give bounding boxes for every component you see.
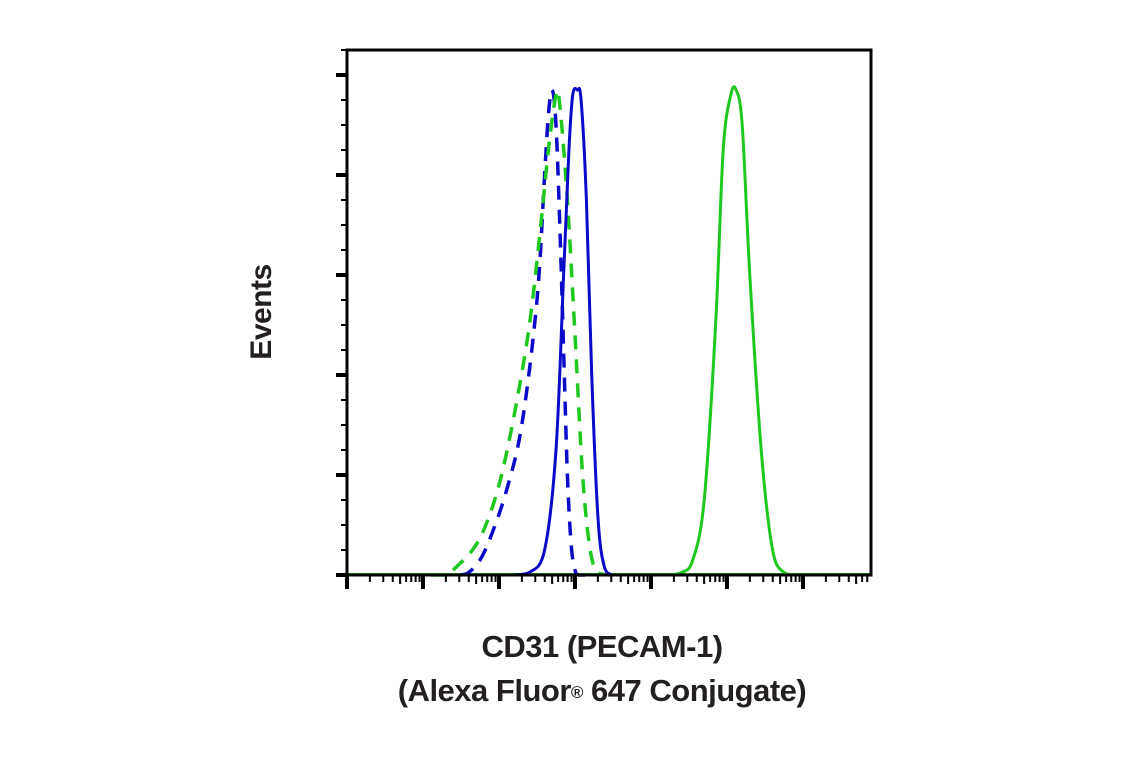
histogram-curves [347,85,871,577]
axes [336,48,873,589]
series-green-solid [665,85,796,577]
series-green-dashed [430,88,610,577]
series-blue-solid [513,86,629,577]
y-axis-label: Events [245,264,278,360]
x-axis-label-line2: (Alexa Fluor® 647 Conjugate) [302,671,902,711]
registered-mark: ® [570,683,584,702]
x-axis-label-post: 647 Conjugate) [582,673,807,708]
plot-frame [345,48,873,577]
x-axis-label-line1: CD31 (PECAM-1) [481,629,723,664]
x-axis-label-pre: (Alexa Fluor [397,673,572,708]
series-blue-dashed [460,88,591,577]
